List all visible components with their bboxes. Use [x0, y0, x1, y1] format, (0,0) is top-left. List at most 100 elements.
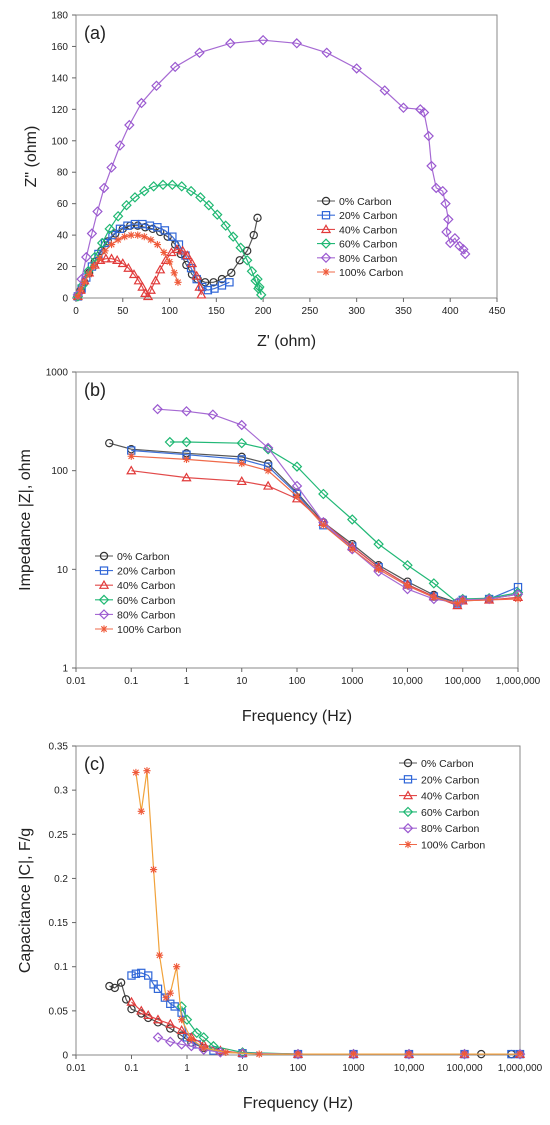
series-100-carbon [74, 231, 182, 301]
data-point [437, 185, 448, 197]
data-point [236, 419, 247, 431]
data-point [165, 258, 174, 266]
data-point [160, 248, 168, 257]
legend-marker [321, 196, 331, 206]
data-point [449, 233, 461, 244]
x-tick-label: 10 [236, 676, 248, 687]
data-point [514, 1048, 526, 1060]
data-point [347, 543, 358, 555]
data-point [121, 995, 131, 1004]
data-point [153, 240, 161, 249]
data-point [129, 192, 141, 203]
data-point [147, 236, 155, 244]
data-point [207, 409, 219, 420]
data-point [253, 213, 262, 223]
legend-label: 100% Carbon [117, 624, 181, 636]
legend-label: 40% Carbon [117, 580, 176, 592]
data-point [191, 270, 202, 280]
data-point [187, 1035, 195, 1043]
data-point [104, 223, 115, 235]
data-point [460, 1050, 469, 1058]
data-point [114, 140, 126, 151]
x-tick-label: 100 [161, 306, 178, 317]
series-line [169, 441, 519, 604]
data-point [164, 436, 176, 448]
data-point [124, 119, 135, 131]
x-tick-label: 1,000,000 [498, 1063, 543, 1074]
data-point [225, 278, 234, 287]
data-point [157, 179, 169, 191]
x-tick-label: 10,000 [394, 1063, 425, 1074]
y-tick-label: 0.2 [54, 874, 68, 885]
legend-marker [98, 609, 110, 620]
legend-label: 80% Carbon [339, 253, 398, 265]
data-point [121, 233, 129, 241]
series-80-carbon [72, 34, 471, 301]
data-point [149, 866, 158, 874]
data-point [262, 443, 274, 455]
series-line [181, 1006, 520, 1055]
data-point [405, 1050, 413, 1058]
legend-label: 0% Carbon [117, 551, 170, 563]
data-point [423, 130, 434, 142]
data-point [203, 285, 213, 295]
legend-label: 40% Carbon [421, 791, 480, 803]
data-point [430, 182, 442, 194]
x-tick-label: 10 [237, 1063, 249, 1074]
data-point [143, 767, 151, 775]
data-point [127, 971, 136, 980]
y-tick-label: 0 [62, 1051, 68, 1062]
data-point [181, 436, 192, 448]
legend-label: 100% Carbon [339, 267, 403, 279]
data-point [264, 467, 272, 475]
data-point [106, 253, 117, 263]
data-point [182, 250, 193, 260]
data-point [225, 38, 236, 49]
data-point [77, 286, 85, 294]
x-tick-label: 1 [184, 1063, 190, 1074]
data-point [111, 229, 120, 238]
data-point [123, 262, 134, 272]
data-point [212, 209, 223, 220]
data-point [398, 102, 409, 114]
x-tick-label: 100 [289, 676, 306, 687]
y-tick-label: 20 [57, 262, 69, 273]
legend-label: 80% Carbon [421, 823, 480, 835]
data-point [151, 80, 162, 91]
y-tick-label: 10 [57, 565, 69, 576]
x-tick-label: 1 [184, 676, 190, 687]
data-point [443, 214, 454, 225]
legend-label: 80% Carbon [117, 609, 176, 621]
data-point [428, 578, 440, 589]
x-tick-label: 100 [290, 1063, 307, 1074]
data-point [160, 226, 170, 235]
data-point [203, 199, 215, 211]
legend-marker [404, 840, 412, 849]
data-point [95, 255, 103, 263]
data-point [100, 238, 110, 248]
data-point [77, 284, 86, 293]
legend-label: 20% Carbon [421, 774, 480, 786]
x-tick-label: 450 [489, 306, 506, 317]
data-point [321, 47, 332, 58]
panel-label: (c) [84, 754, 105, 774]
data-point [165, 1036, 176, 1048]
data-point [182, 455, 191, 464]
x-tick-label: 1,000,000 [496, 676, 541, 687]
legend-marker [403, 758, 413, 768]
y-axis-title: Impedance |Z|, ohm [17, 449, 34, 591]
y-axis-title: Z" (ohm) [23, 126, 40, 188]
y-tick-label: 40 [57, 231, 69, 242]
x-tick-label: 350 [395, 306, 412, 317]
data-point [237, 1047, 248, 1058]
data-point [262, 480, 274, 490]
data-point [294, 1050, 302, 1058]
data-point [292, 1048, 304, 1060]
data-point [137, 281, 148, 291]
data-point [144, 971, 153, 980]
data-point [255, 289, 267, 301]
y-tick-label: 80 [57, 168, 69, 179]
legend-marker [402, 822, 414, 834]
data-point [220, 220, 231, 231]
chart-c: 0.01 0.1 1 10 100 1000 10,000 100,000 1,000,000 0… [17, 742, 543, 1113]
